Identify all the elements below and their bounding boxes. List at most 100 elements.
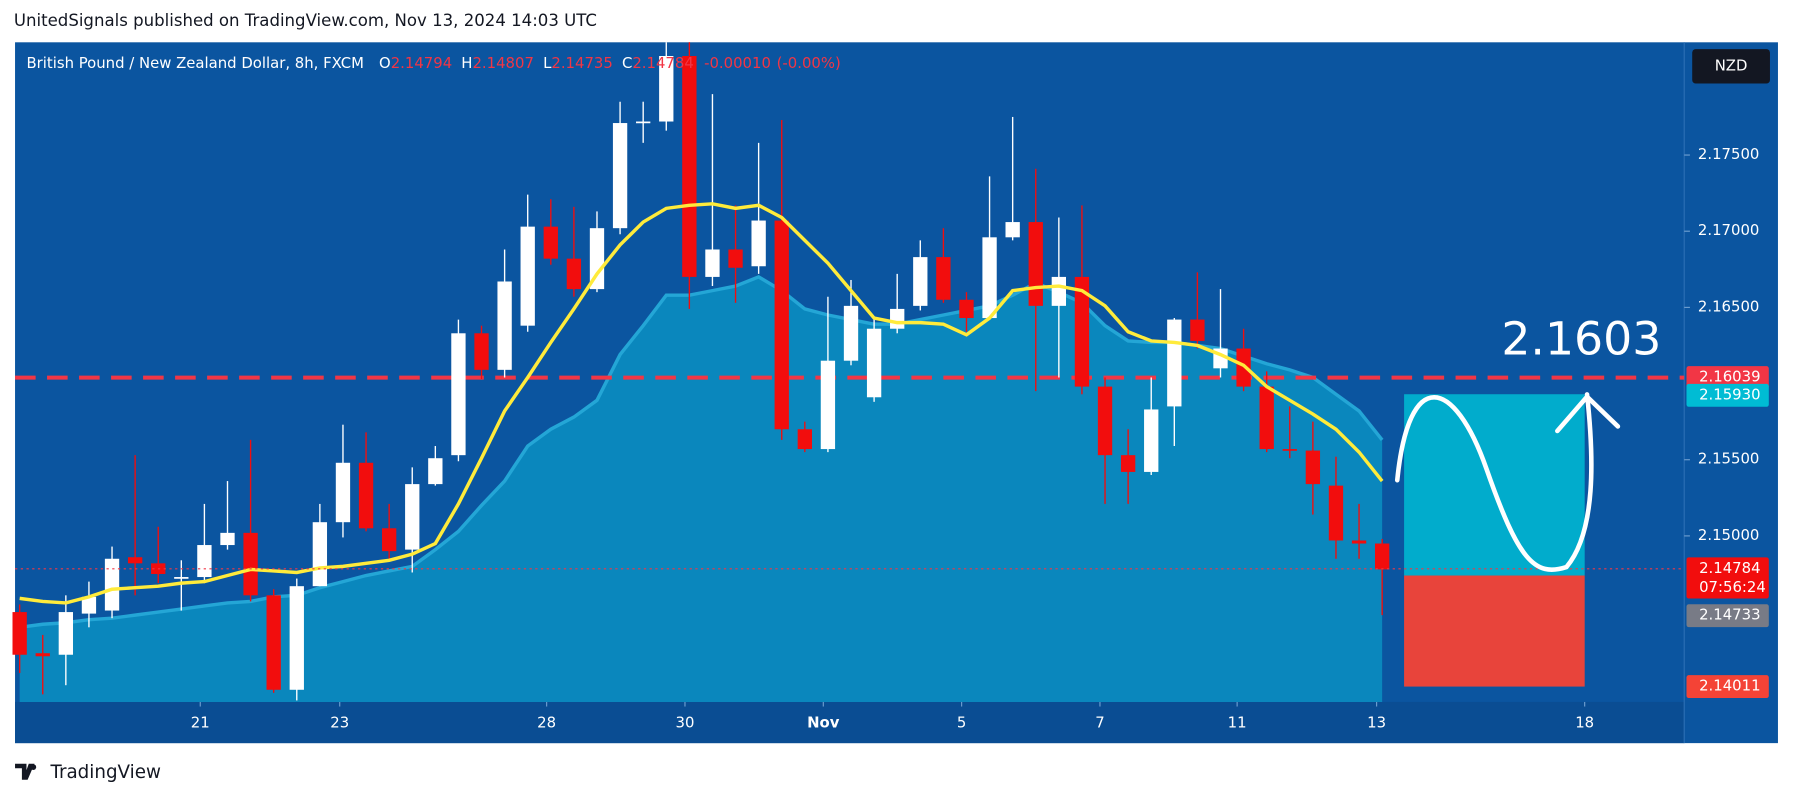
prev-close-label-bg — [1686, 604, 1769, 628]
candle-body — [543, 226, 558, 259]
candle-body — [220, 532, 235, 546]
resistance-label-bg — [1686, 366, 1769, 390]
legend: British Pound / New Zealand Dollar, 8h, … — [26, 54, 840, 72]
symbol: British Pound / New Zealand Dollar, 8h, … — [26, 54, 364, 72]
candle-body — [959, 299, 974, 319]
y-tick-label: 2.17500 — [1698, 145, 1759, 163]
annotation: 2.1603 — [1501, 312, 1661, 365]
candle-body — [890, 308, 905, 329]
change-pct: (-0.00%) — [777, 54, 841, 72]
candle-body — [728, 249, 743, 268]
x-tick-label: 11 — [1228, 714, 1247, 732]
change: -0.00010 — [704, 54, 771, 72]
candle-body — [1328, 485, 1344, 541]
candle-body — [1097, 386, 1113, 456]
candle-body — [12, 612, 27, 655]
price-label-timer: 07:56:24 — [1699, 578, 1766, 596]
logo-mark — [15, 763, 41, 780]
candle-body — [312, 522, 328, 587]
candle-body — [127, 557, 143, 564]
area-fill — [19, 276, 1383, 702]
x-tick-label: 7 — [1095, 714, 1104, 732]
logo-dot — [30, 764, 37, 770]
candle-body — [1282, 449, 1297, 451]
candle-body — [335, 462, 351, 523]
candle-body — [566, 258, 582, 290]
ohlc-key: O — [379, 54, 391, 72]
candle-body — [197, 545, 212, 578]
prev-close-label: 2.14733 — [1699, 606, 1760, 624]
candle-body — [1167, 319, 1182, 407]
plot — [12, 42, 1690, 707]
candle-body — [520, 226, 535, 326]
x-tick-label: 18 — [1575, 714, 1594, 732]
candle-body — [913, 257, 928, 306]
x-tick-label: Nov — [807, 714, 840, 732]
overlay: 2.1603 — [1394, 312, 1661, 572]
publisher: UnitedSignals published on TradingView.c… — [14, 11, 597, 30]
candle-body — [774, 220, 789, 430]
ohlc-value: 2.14794 — [391, 54, 452, 72]
candle-body — [1351, 540, 1367, 544]
candle-body — [751, 220, 766, 267]
candle-body — [936, 257, 951, 300]
candle-body — [381, 528, 397, 552]
x-tick-label: 13 — [1367, 714, 1386, 732]
candle-body — [1051, 276, 1067, 306]
candle-body — [843, 305, 859, 361]
candle-body — [58, 612, 74, 655]
ohlc-value: 2.14735 — [551, 54, 612, 72]
candle-body — [866, 328, 882, 398]
candle-body — [612, 123, 628, 229]
candle-body — [35, 653, 50, 657]
x-tick-label: 30 — [676, 714, 695, 732]
candle-body — [636, 121, 651, 124]
currency: NZD — [1715, 56, 1748, 74]
candle-body — [405, 484, 420, 550]
candle-body — [1028, 222, 1043, 306]
ohlc-key: L — [543, 54, 552, 72]
candle-body — [1190, 319, 1205, 341]
x-tick-label: 23 — [330, 714, 349, 732]
candle-body — [820, 360, 836, 450]
resistance-label: 2.16039 — [1699, 368, 1760, 386]
x-tick-label: 5 — [957, 714, 966, 732]
candle-body — [797, 429, 812, 450]
ohlc-value: 2.14784 — [632, 54, 693, 72]
ohlc-key: C — [622, 54, 632, 72]
candle-body — [266, 595, 281, 690]
candle-body — [451, 333, 466, 456]
y-tick-label: 2.15000 — [1698, 526, 1759, 544]
time-axis — [15, 701, 1685, 744]
drawing-curve — [1394, 392, 1594, 572]
candle-body — [705, 249, 720, 277]
target-label-bg — [1686, 383, 1769, 407]
candle-body — [1144, 409, 1159, 472]
candle-body — [1120, 455, 1136, 472]
candle-body — [982, 237, 997, 319]
candle-body — [474, 333, 489, 370]
candle-body — [81, 596, 97, 614]
price-label: 2.14784 — [1699, 559, 1760, 577]
candle-body — [358, 462, 374, 529]
y-tick-label: 2.16500 — [1698, 297, 1759, 315]
candle-body — [243, 532, 258, 596]
moving-average — [19, 202, 1384, 605]
stop-zone — [1404, 575, 1585, 687]
candle-body — [589, 228, 605, 290]
currency-box — [1692, 49, 1770, 84]
stop-label-bg — [1686, 675, 1769, 699]
candle-body — [1305, 450, 1321, 485]
candle-body — [682, 56, 697, 277]
candle-body — [1259, 386, 1274, 450]
candle-body — [104, 558, 120, 611]
candle-body — [1074, 276, 1090, 387]
candle-body — [174, 577, 189, 579]
ohlc-value: 2.14807 — [472, 54, 533, 72]
brand: TradingView — [49, 762, 161, 783]
candle-body — [1005, 222, 1020, 238]
y-tick-label: 2.17000 — [1698, 221, 1759, 239]
price-label-bg — [1686, 557, 1769, 599]
